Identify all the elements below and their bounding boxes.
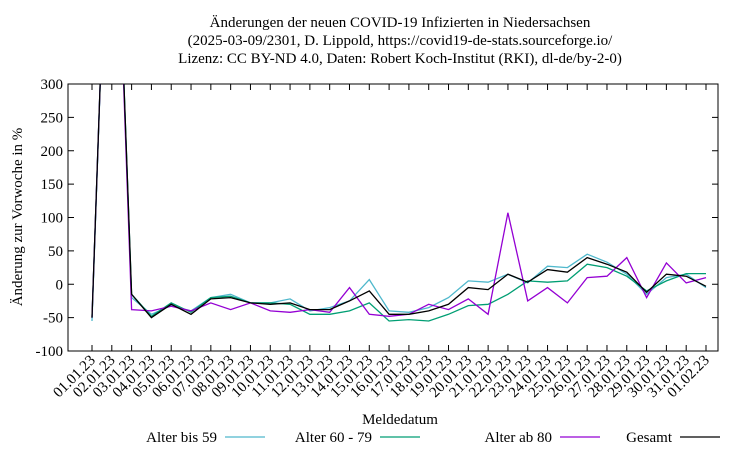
legend-label: Alter ab 80 <box>485 430 552 446</box>
chart-subtitle: Lizenz: CC BY-ND 4.0, Daten: Robert Koch… <box>178 51 622 67</box>
y-tick-label: 100 <box>41 211 64 227</box>
series-line <box>91 84 707 318</box>
y-tick-label: 300 <box>41 77 64 93</box>
series-line <box>91 84 707 319</box>
chart-subtitle: (2025-03-09/2301, D. Lippold, https://co… <box>188 33 613 49</box>
y-axis-label: Änderung zur Vorwoche in % <box>9 128 26 307</box>
y-tick-label: 0 <box>56 277 64 293</box>
y-tick-label: 50 <box>48 244 63 260</box>
x-axis-label: Meldedatum <box>362 412 438 428</box>
legend-label: Alter bis 59 <box>146 430 217 446</box>
y-tick-label: -50 <box>43 311 63 327</box>
legend-label: Alter 60 - 79 <box>295 430 372 446</box>
legend-label: Gesamt <box>626 430 673 446</box>
y-tick-label: -100 <box>36 344 64 360</box>
y-tick-label: 150 <box>41 177 64 193</box>
plot-lines <box>91 84 707 322</box>
y-tick-label: 250 <box>41 110 64 126</box>
y-tick-label: 200 <box>41 144 64 160</box>
series-line <box>91 84 707 322</box>
chart-title: Änderungen der neuen COVID-19 Infizierte… <box>210 14 591 31</box>
